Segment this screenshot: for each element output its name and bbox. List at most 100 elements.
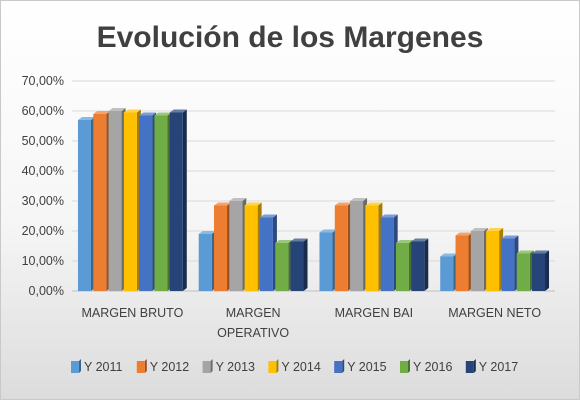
- bar: [455, 232, 473, 291]
- bar-front: [440, 256, 454, 291]
- bar: [380, 214, 398, 291]
- bar-front: [411, 241, 425, 291]
- legend-item: Y 2014: [268, 359, 321, 374]
- x-axis: MARGEN BRUTO MARGEN OPERATIVO MARGEN BAI MAR…: [81, 306, 541, 340]
- bar-front: [395, 243, 409, 291]
- bar-side: [182, 109, 187, 291]
- legend-item: Y 2013: [202, 359, 255, 374]
- bar-top: [123, 109, 141, 113]
- bar-front: [154, 115, 168, 291]
- bar: [229, 198, 247, 291]
- y-tick-label: 0,00%: [29, 284, 64, 298]
- legend-swatch-side: [276, 359, 279, 373]
- bar-top: [290, 238, 308, 242]
- category-label: MARGEN BAI: [335, 306, 414, 320]
- bar-front: [486, 231, 500, 291]
- legend-label: Y 2016: [413, 360, 452, 374]
- bar: [486, 228, 504, 291]
- legend-swatch-side: [473, 359, 476, 373]
- bar: [275, 240, 293, 291]
- bar-top: [319, 229, 337, 233]
- bar-top: [440, 253, 458, 257]
- bar-front: [319, 232, 333, 291]
- bar-front: [229, 201, 243, 291]
- legend-label: Y 2012: [150, 360, 189, 374]
- bar-front: [290, 241, 304, 291]
- bar: [169, 109, 187, 291]
- legend-swatch: [465, 361, 474, 373]
- bar: [440, 253, 458, 291]
- legend-label: Y 2015: [347, 360, 386, 374]
- bar: [411, 238, 429, 291]
- bar-front: [77, 120, 91, 291]
- bar-side: [303, 238, 308, 291]
- legend-swatch: [400, 361, 408, 373]
- bar-front: [275, 243, 289, 291]
- bar-front: [501, 238, 515, 291]
- y-tick-label: 50,00%: [22, 134, 64, 148]
- bar: [532, 250, 550, 291]
- bar-top: [470, 228, 488, 231]
- y-tick-label: 30,00%: [22, 194, 64, 208]
- bar-top: [350, 198, 368, 201]
- legend-swatch: [202, 361, 211, 373]
- bar: [395, 240, 413, 291]
- legend-item: Y 2015: [334, 359, 387, 374]
- bar-top: [380, 214, 398, 218]
- bar-top: [455, 232, 473, 236]
- bar-front: [259, 217, 273, 291]
- legend-item: Y 2012: [136, 359, 189, 374]
- legend-swatch-side: [210, 359, 213, 373]
- legend-item: Y 2017: [465, 359, 518, 374]
- legend-item: Y 2011: [71, 359, 123, 374]
- bar-top: [169, 109, 187, 113]
- bar: [319, 229, 337, 291]
- bar: [350, 198, 368, 291]
- bar-front: [123, 112, 137, 291]
- bar-top: [395, 240, 413, 243]
- category-label: MARGEN NETO: [448, 306, 541, 320]
- bar-front: [516, 253, 530, 291]
- bar-top: [214, 202, 232, 206]
- legend-swatch-side: [408, 359, 410, 373]
- legend-item: Y 2016: [400, 359, 452, 374]
- bar-front: [198, 234, 212, 291]
- bar-front: [139, 115, 153, 291]
- bar-top: [154, 112, 172, 116]
- legend-swatch: [71, 361, 79, 373]
- bar: [198, 231, 216, 291]
- bar-front: [169, 112, 183, 291]
- legend-label: Y 2017: [479, 360, 518, 374]
- bar-front: [93, 114, 107, 291]
- bar: [244, 202, 262, 291]
- bar: [214, 202, 232, 291]
- bar-front: [108, 111, 122, 291]
- bar: [259, 214, 277, 291]
- y-tick-label: 10,00%: [22, 254, 64, 268]
- bar-top: [259, 214, 277, 218]
- bar: [108, 108, 126, 291]
- bar: [139, 112, 157, 291]
- bar-top: [275, 240, 293, 243]
- legend: Y 2011 Y 2012 Y 2013 Y 2014 Y 2015 Y 2016 Y 20…: [71, 359, 518, 374]
- bar-top: [108, 108, 126, 111]
- bar-top: [501, 235, 519, 239]
- y-axis: 0,00% 10,00% 20,00% 30,00% 40,00% 50,00% 60,00…: [22, 74, 64, 298]
- bar-top: [139, 112, 157, 116]
- legend-swatch: [136, 361, 145, 373]
- bar-top: [334, 202, 352, 206]
- bar-front: [350, 201, 364, 291]
- bar: [501, 235, 519, 291]
- bar-top: [486, 228, 504, 231]
- legend-swatch: [268, 361, 277, 373]
- bar-front: [365, 205, 379, 291]
- bar: [154, 112, 172, 291]
- bar: [470, 228, 488, 291]
- bar: [93, 111, 111, 291]
- bar-top: [411, 238, 429, 242]
- bar-front: [334, 205, 348, 291]
- bar-top: [198, 231, 216, 234]
- y-tick-label: 70,00%: [22, 74, 64, 88]
- y-tick-label: 60,00%: [22, 104, 64, 118]
